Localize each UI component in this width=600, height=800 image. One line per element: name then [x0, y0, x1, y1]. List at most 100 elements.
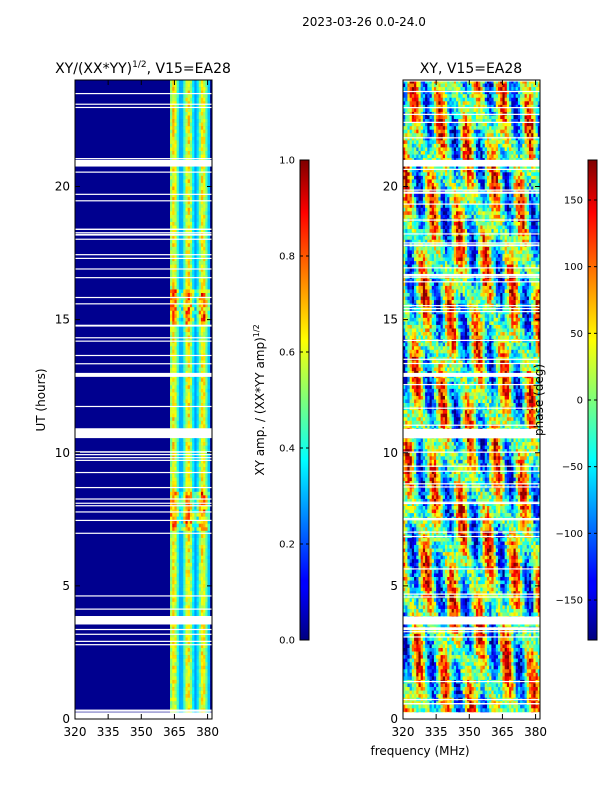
- amp-cell: [178, 186, 182, 191]
- amp-cell: [198, 548, 202, 553]
- phase-cell: [407, 97, 410, 102]
- amp-cell: [183, 559, 186, 564]
- phase-cell: [427, 129, 430, 134]
- phase-cell: [535, 165, 539, 170]
- amp-cell: [176, 683, 180, 688]
- phase-cell: [482, 143, 486, 148]
- phase-cell: [511, 126, 514, 130]
- amp-cell: [194, 399, 197, 404]
- amp-cell: [183, 303, 186, 308]
- phase-cell: [500, 165, 503, 170]
- amp-cell: [198, 104, 202, 109]
- amp-cell: [187, 580, 191, 585]
- amp-cell: [203, 502, 206, 507]
- amp-cell: [187, 129, 191, 134]
- amp-cell: [170, 97, 173, 102]
- amp-cell: [172, 239, 175, 244]
- amp-cell: [198, 285, 202, 290]
- amp-cell: [187, 222, 191, 226]
- amp-cell: [172, 175, 175, 180]
- amp-cell: [183, 293, 186, 297]
- amp-cell: [187, 395, 191, 400]
- amp-cell: [176, 420, 180, 425]
- amp-cell: [172, 136, 175, 141]
- phase-cell: [458, 165, 461, 170]
- phase-cell: [416, 136, 419, 141]
- phase-cell: [480, 90, 483, 95]
- amp-cell: [170, 175, 173, 180]
- amp-cell: [181, 342, 184, 347]
- phase-cell: [511, 129, 514, 134]
- amp-cell: [172, 403, 175, 407]
- amp-cell: [172, 94, 175, 99]
- amp-cell: [203, 569, 206, 574]
- phase-cell: [489, 122, 492, 127]
- amp-cell: [174, 349, 177, 354]
- amp-cell: [178, 364, 182, 368]
- phase-cell: [500, 154, 503, 159]
- amp-cell: [196, 410, 200, 414]
- phase-cell: [511, 80, 514, 84]
- phase-cell: [453, 90, 457, 95]
- phase-cell: [460, 80, 463, 84]
- phase-cell: [509, 140, 512, 145]
- phase-cell: [409, 168, 413, 173]
- phase-cell: [409, 115, 413, 120]
- amp-cell: [205, 364, 208, 368]
- amp-cell: [194, 229, 197, 233]
- amp-cell: [200, 257, 204, 262]
- amp-cell: [207, 129, 211, 134]
- phase-cell: [427, 115, 430, 120]
- phase-cell: [436, 168, 439, 173]
- phase-cell: [429, 143, 433, 148]
- phase-cell: [489, 101, 492, 106]
- phase-cell: [431, 90, 435, 95]
- phase-cell: [520, 115, 523, 120]
- phase-cell: [475, 119, 479, 123]
- amp-cell: [170, 289, 173, 294]
- amp-cell: [207, 683, 211, 688]
- phase-cell: [537, 136, 541, 141]
- amp-cell: [185, 317, 188, 322]
- amp-cell: [189, 406, 193, 411]
- phase-cell: [451, 94, 455, 99]
- amp-cell: [207, 87, 211, 91]
- phase-cell: [471, 83, 475, 88]
- amp-cell: [187, 143, 191, 148]
- amp-cell: [198, 520, 202, 525]
- amp-cell: [178, 140, 182, 145]
- amp-cell: [183, 697, 186, 702]
- amp-cell: [181, 147, 184, 152]
- amp-cell: [178, 87, 182, 91]
- amp-cell: [200, 271, 204, 276]
- amp-cell: [196, 214, 200, 219]
- amp-cell: [185, 83, 188, 88]
- amp-cell: [185, 193, 188, 198]
- amp-cell: [200, 474, 204, 478]
- amp-cell: [172, 488, 175, 493]
- phase-cell: [427, 151, 430, 155]
- phase-cell: [405, 133, 408, 138]
- phase-cell: [528, 143, 532, 148]
- amp-cell: [205, 108, 208, 113]
- amp-cell: [185, 403, 188, 407]
- amp-cell: [170, 594, 173, 599]
- amp-cell: [205, 577, 208, 581]
- phase-cell: [513, 87, 516, 91]
- amp-cell: [205, 445, 208, 450]
- amp-cell: [174, 182, 177, 187]
- phase-cell: [504, 119, 508, 123]
- phase-cell: [416, 129, 419, 134]
- amp-cell: [181, 665, 184, 670]
- amp-cell: [181, 481, 184, 485]
- amp-cell: [176, 172, 180, 177]
- amp-cell: [203, 197, 206, 201]
- phase-cell: [422, 87, 426, 91]
- amp-cell: [172, 250, 175, 255]
- amp-cell: [189, 239, 193, 244]
- amp-cell: [172, 87, 175, 91]
- amp-cell: [203, 662, 206, 667]
- amp-cell: [189, 498, 193, 503]
- amp-cell: [172, 392, 175, 397]
- amp-cell: [194, 392, 197, 397]
